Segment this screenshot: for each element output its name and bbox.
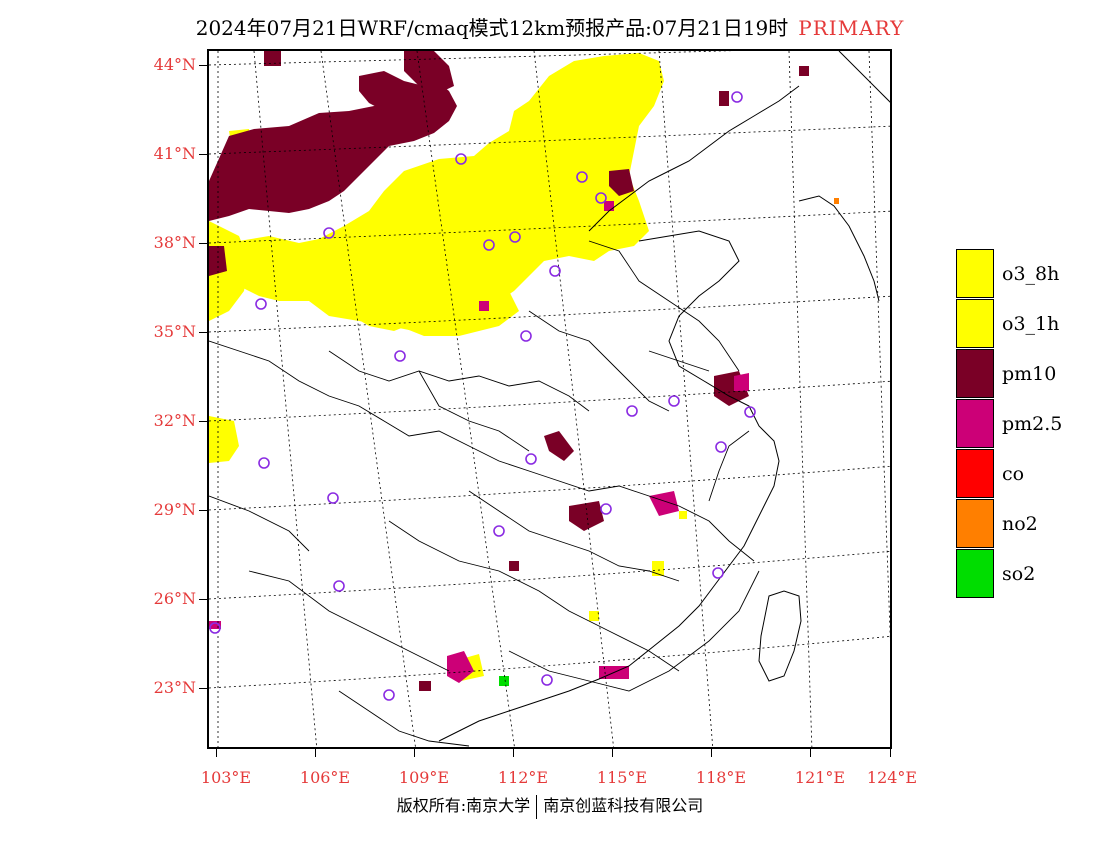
lon-label-106: 106°E [299,768,351,787]
lon-tick [414,749,415,757]
province-borders [209,240,760,747]
lat-label-44: 44°N [153,55,196,74]
lon-label-124: 124°E [866,768,918,787]
lat-label-38: 38°N [153,233,196,252]
footer-separator [536,794,538,819]
lon-tick [890,749,891,757]
lon-label-103: 103°E [200,768,252,787]
no2-spot [834,198,839,204]
lat-tick [199,65,207,66]
so2-spot [499,676,509,686]
pollution-map [209,51,890,747]
lat-tick [199,599,207,600]
lon-label-121: 121°E [794,768,846,787]
lat-label-41: 41°N [153,144,196,163]
lat-label-29: 29°N [153,500,196,519]
lat-tick [199,332,207,333]
legend-label: o3_8h [1002,263,1060,285]
lon-tick [612,749,613,757]
lon-tick [315,749,316,757]
title-primary-tag: PRIMARY [798,16,905,40]
legend-swatch [956,399,994,448]
lon-label-109: 109°E [398,768,450,787]
lat-label-35: 35°N [153,322,196,341]
footer-right: 南京创蓝科技有限公司 [543,796,704,815]
lat-tick [199,688,207,689]
lat-label-32: 32°N [153,411,196,430]
footer-left: 版权所有:南京大学 [396,796,531,815]
map-title: 2024年07月21日WRF/cmaq模式12km预报产品:07月21日19时 P… [0,12,1100,41]
lon-tick [810,749,811,757]
lon-tick [513,749,514,757]
legend-label: pm2.5 [1002,413,1063,435]
coastline [438,51,890,742]
lat-label-26: 26°N [153,589,196,608]
lat-label-23: 23°N [153,678,196,697]
legend-swatch [956,449,994,498]
legend-swatch [956,549,994,598]
legend-swatch [956,299,994,348]
legend-swatch [956,249,994,298]
station-markers [209,91,756,701]
legend-label: no2 [1002,513,1038,535]
graticule [209,51,890,747]
legend-item-co: co [956,449,1025,499]
title-main: 2024年07月21日WRF/cmaq模式12km预报产品:07月21日19时 [195,16,789,40]
legend-item-o3-1h: o3_1h [956,299,1059,349]
lat-tick [199,510,207,511]
legend-label: pm10 [1002,363,1057,385]
map-frame [207,49,892,749]
legend-swatch [956,499,994,548]
lat-tick [199,154,207,155]
legend-label: co [1002,463,1025,485]
lon-label-118: 118°E [695,768,747,787]
lat-tick [199,421,207,422]
lat-tick [199,243,207,244]
lon-tick [216,749,217,757]
legend-item-pm25: pm2.5 [956,399,1062,449]
legend-label: o3_1h [1002,313,1060,335]
legend-item-no2: no2 [956,499,1038,549]
lon-tick [711,749,712,757]
legend-swatch [956,349,994,398]
copyright-footer: 版权所有:南京大学 南京创蓝科技有限公司 [0,792,1100,819]
pm10-region-north [209,51,809,691]
lon-label-112: 112°E [497,768,549,787]
legend-label: so2 [1002,563,1036,585]
legend-item-pm10: pm10 [956,349,1056,399]
legend: o3_8h o3_1h pm10 pm2.5 co no2 so2 [956,249,1062,599]
lon-label-115: 115°E [596,768,648,787]
legend-item-so2: so2 [956,549,1035,599]
legend-item-o3-8h: o3_8h [956,249,1059,299]
